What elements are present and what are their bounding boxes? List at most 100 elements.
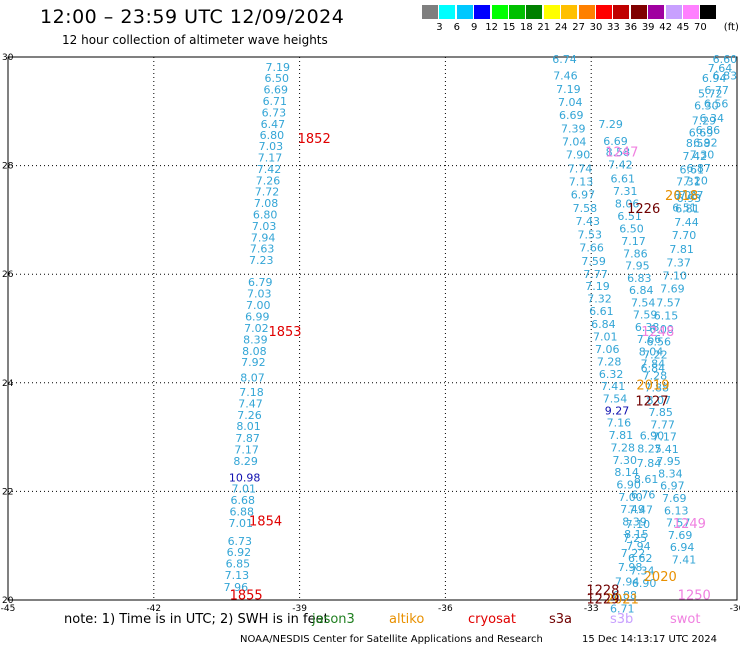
wave-height-value: 7.28 — [643, 370, 668, 383]
pass-time-label: 1852 — [298, 132, 331, 147]
legend-bin-label: 70 — [694, 22, 707, 33]
wave-height-value: 8.39 — [622, 515, 647, 528]
wave-height-value: 7.88 — [645, 382, 670, 395]
wave-height-value: 7.94 — [626, 540, 651, 553]
wave-height-value: 8.58 — [686, 137, 711, 150]
wave-height-value: 7.77 — [583, 268, 608, 281]
wave-height-value: 8.06 — [615, 198, 640, 211]
wave-height-value: 7.20 — [683, 174, 708, 187]
legend-swatch — [665, 5, 682, 19]
wave-height-value: 7.30 — [690, 149, 715, 162]
wave-height-value: 7.17 — [234, 444, 259, 457]
wave-height-value: 6.51 — [617, 210, 642, 223]
wave-height-value: 7.17 — [652, 431, 677, 444]
wave-height-value: 7.00 — [618, 491, 643, 504]
wave-height-value: 6.71 — [263, 95, 288, 108]
wave-height-value: 6.92 — [693, 136, 718, 149]
legend-swatch — [613, 5, 630, 19]
wave-height-value: 7.37 — [666, 256, 691, 269]
pass-time-label: 2020 — [644, 570, 677, 585]
wave-height-value: 6.79 — [248, 276, 273, 289]
wave-height-value: 7.64 — [708, 62, 733, 75]
wave-height-value: 7.19 — [556, 83, 581, 96]
x-tick-label: -39 — [292, 604, 307, 614]
legend-bin-label: 24 — [554, 22, 568, 33]
mission-altiko: altiko — [389, 612, 425, 627]
wave-height-value: 7.16 — [607, 416, 632, 429]
legend-swatch — [630, 5, 647, 19]
wave-height-value: 7.02 — [244, 322, 269, 335]
legend-swatch — [648, 5, 665, 19]
wave-height-value: 6.90 — [632, 577, 657, 590]
legend-swatch — [543, 5, 560, 19]
wave-height-value: 8.01 — [236, 420, 261, 433]
wave-height-value: 6.61 — [680, 163, 705, 176]
pass-time-label: 1226 — [627, 202, 660, 217]
chart-title: 12:00 – 23:59 UTC 12/09/2024 — [40, 6, 345, 28]
wave-height-value: 7.54 — [631, 296, 656, 309]
wave-height-value: 7.53 — [577, 229, 602, 242]
wave-height-value: 8.15 — [624, 528, 649, 541]
legend-bin-label: 27 — [572, 22, 585, 33]
wave-height-value: 6.30 — [694, 99, 719, 112]
legend-swatch — [596, 5, 612, 19]
wave-height-value: 7.69 — [660, 282, 685, 295]
wave-height-value: 7.41 — [601, 380, 626, 393]
legend-bin-label: 45 — [676, 22, 690, 33]
wave-height-value: 6.81 — [675, 202, 700, 215]
footer-timestamp: 15 Dec 14:13:17 UTC 2024 — [582, 634, 717, 645]
wave-height-value: 7.58 — [573, 202, 598, 215]
legend-bin-label: 6 — [453, 22, 460, 33]
wave-height-value: 7.18 — [239, 386, 264, 399]
wave-height-value: 6.90 — [640, 429, 665, 442]
wave-height-value: 8.14 — [614, 466, 639, 479]
wave-height-value: 6.97 — [571, 188, 596, 201]
wave-height-value: 6.99 — [245, 311, 270, 324]
wave-height-value: 6.60 — [713, 53, 738, 66]
wave-height-value: 7.77 — [650, 419, 675, 432]
wave-height-value: 7.17 — [621, 235, 646, 248]
wave-height-value: 7.00 — [246, 299, 271, 312]
wave-height-value: 6.93 — [677, 192, 702, 205]
pass-time-label: 1249 — [673, 517, 706, 532]
wave-height-value: 7.31 — [613, 185, 638, 198]
wave-height-value: 7.29 — [692, 115, 717, 128]
mission-s3b: s3b — [610, 612, 634, 627]
wave-height-value: 7.86 — [623, 248, 648, 261]
wave-height-value: 7.19 — [585, 280, 610, 293]
wave-height-value: 7.72 — [255, 186, 280, 199]
wave-height-value: 7.94 — [615, 576, 640, 589]
legend-swatch — [700, 5, 717, 19]
y-tick-label: 24 — [2, 379, 14, 389]
note-text: note: 1) Time is in UTC; 2) SWH is in fe… — [64, 612, 329, 627]
wave-height-value: 7.69 — [662, 492, 687, 505]
legend-bin-label: 18 — [520, 22, 533, 33]
wave-height-value: 10.98 — [229, 471, 261, 484]
pass-time-label: 1229 — [586, 592, 619, 607]
legend-swatch — [456, 5, 473, 19]
mission-jason3: jason3 — [312, 612, 355, 627]
wave-height-value: 7.81 — [669, 243, 694, 256]
wave-height-value: 7.42 — [257, 163, 282, 176]
wave-height-value: 6.80 — [253, 208, 278, 221]
wave-height-value: 7.01 — [231, 483, 256, 496]
wave-height-value: 6.94 — [702, 72, 727, 85]
wave-height-value: 6.94 — [670, 541, 695, 554]
wave-height-value: 6.69 — [689, 126, 714, 139]
wave-height-value: 7.87 — [235, 432, 260, 445]
legend-swatch — [439, 5, 456, 19]
legend-unit-label: (ft) — [723, 22, 739, 33]
legend-bin-label: 33 — [607, 22, 620, 33]
wave-height-value: 7.10 — [626, 518, 651, 531]
wave-height-value: 6.69 — [603, 135, 628, 148]
wave-height-value: 7.95 — [656, 455, 681, 468]
wave-height-value: 6.13 — [664, 504, 689, 517]
wave-height-value: 7.42 — [682, 150, 707, 163]
wave-height-value: 8.39 — [243, 333, 268, 346]
wave-height-value: 7.26 — [237, 409, 262, 422]
wave-height-value: 6.69 — [559, 109, 584, 122]
chart-subtitle: 12 hour collection of altimeter wave hei… — [62, 33, 328, 47]
wave-height-value: 7.17 — [258, 151, 283, 164]
wave-height-value: 7.81 — [609, 429, 634, 442]
wave-height-value: 7.19 — [265, 61, 290, 74]
